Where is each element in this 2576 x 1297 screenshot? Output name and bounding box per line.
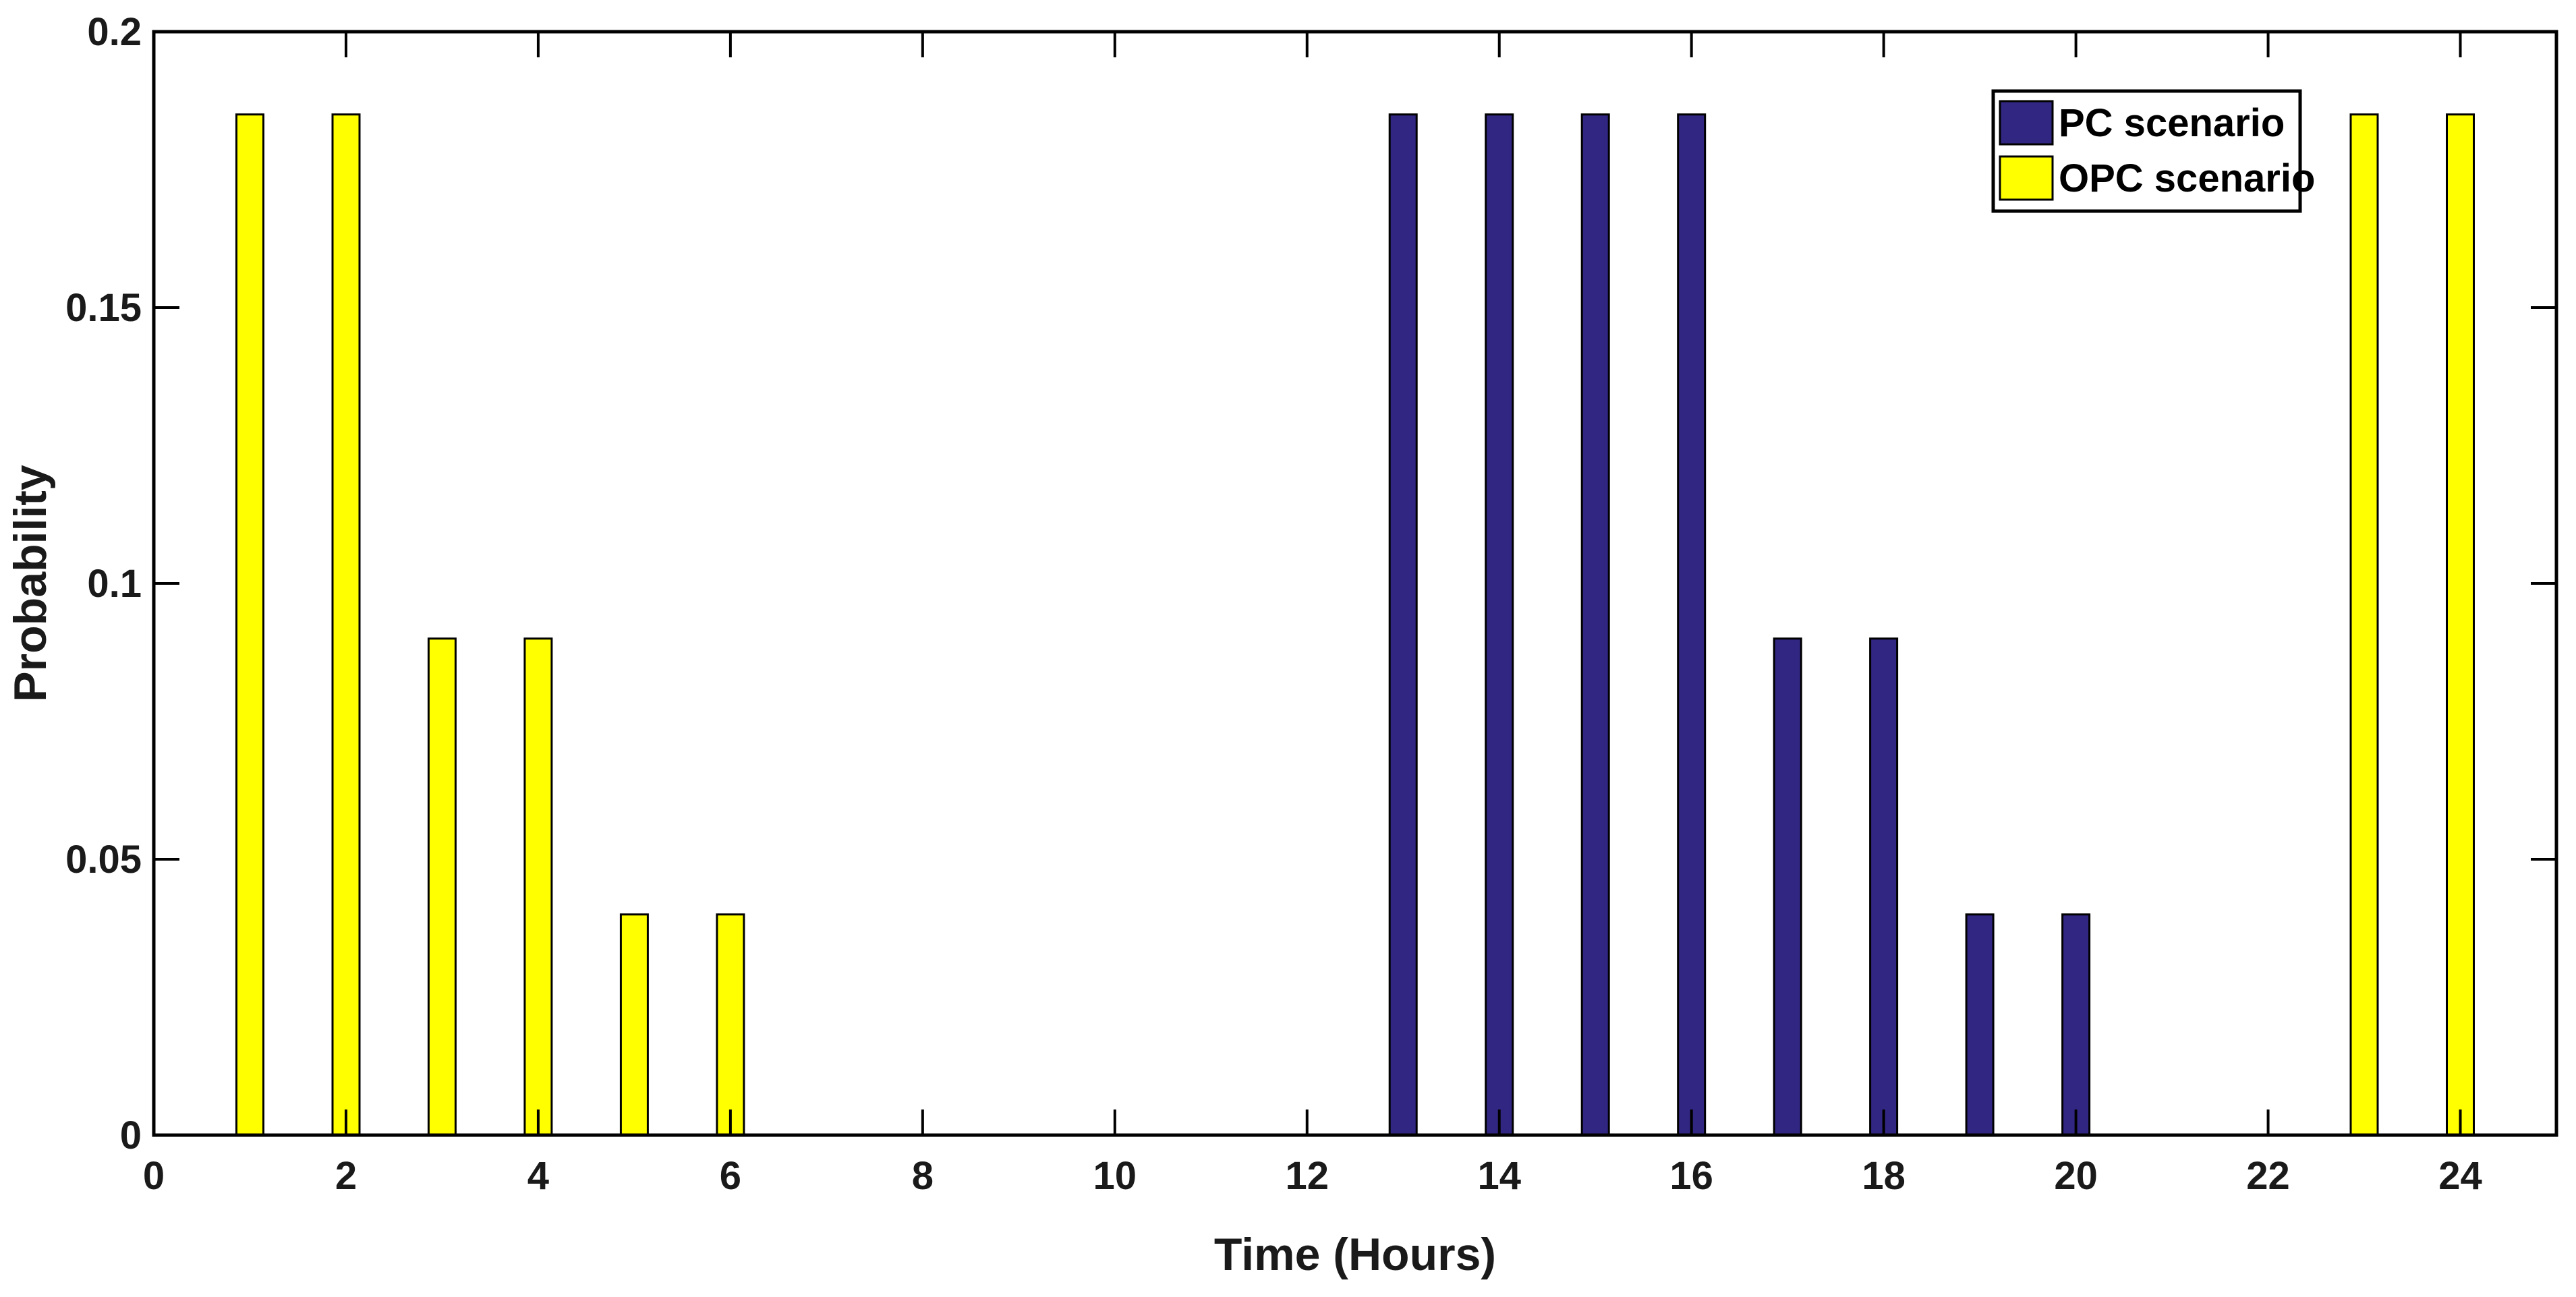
legend: PC scenario OPC scenario	[1991, 89, 2315, 213]
legend-label-opc-scenario: OPC scenario	[2059, 156, 2315, 200]
bar-opc-scenario-6	[716, 913, 745, 1136]
legend-swatch-pc-scenario	[1999, 100, 2054, 146]
bar-pc-scenario-20	[2061, 913, 2091, 1136]
bar-opc-scenario-5	[619, 913, 649, 1136]
bar-pc-scenario-18	[1869, 637, 1899, 1136]
bar-opc-scenario-1	[235, 113, 264, 1136]
bar-pc-scenario-16	[1677, 113, 1707, 1136]
plot-area-frame	[152, 30, 2558, 1137]
bar-opc-scenario-2	[331, 113, 361, 1136]
bar-pc-scenario-19	[1965, 913, 1995, 1136]
bar-opc-scenario-3	[427, 637, 457, 1136]
legend-label-pc-scenario: PC scenario	[2059, 101, 2285, 145]
x-tick-label: 22	[2246, 1154, 2290, 1198]
y-tick-label: 0.2	[87, 10, 142, 54]
y-tick-label: 0.15	[65, 286, 142, 330]
bar-pc-scenario-14	[1485, 113, 1514, 1136]
ticks-layer	[152, 30, 2556, 1136]
x-tick-label: 20	[2054, 1154, 2098, 1198]
x-tick-label: 24	[2438, 1154, 2482, 1198]
bars-layer	[235, 113, 2475, 1136]
y-tick-label: 0	[120, 1114, 142, 1157]
y-tick-labels: 0 0.05 0.1 0.15 0.2	[65, 10, 142, 1157]
x-tick-label: 18	[1862, 1154, 1906, 1198]
bar-opc-scenario-23	[2349, 113, 2379, 1136]
y-axis-title: Probability	[5, 465, 56, 702]
x-tick-label: 8	[912, 1154, 934, 1198]
x-tick-label: 16	[1669, 1154, 1713, 1198]
x-tick-label: 10	[1093, 1154, 1137, 1198]
x-tick-labels: 0 2 4 6 8 10 12 14 16 18 20 22 24	[143, 1154, 2482, 1198]
y-tick-label: 0.1	[87, 562, 142, 606]
x-axis-title: Time (Hours)	[1214, 1229, 1496, 1280]
legend-swatch-opc-scenario	[1999, 155, 2054, 201]
x-tick-label: 2	[335, 1154, 357, 1198]
bar-opc-scenario-24	[2446, 113, 2475, 1136]
y-tick-label: 0.05	[65, 838, 142, 882]
x-tick-label: 12	[1286, 1154, 1329, 1198]
bar-opc-scenario-4	[523, 637, 553, 1136]
x-tick-label: 4	[527, 1154, 549, 1198]
bar-pc-scenario-13	[1388, 113, 1418, 1136]
x-tick-label: 14	[1477, 1154, 1521, 1198]
x-tick-label: 0	[143, 1154, 165, 1198]
x-tick-label: 6	[720, 1154, 741, 1198]
bar-pc-scenario-15	[1580, 113, 1610, 1136]
bar-pc-scenario-17	[1773, 637, 1802, 1136]
